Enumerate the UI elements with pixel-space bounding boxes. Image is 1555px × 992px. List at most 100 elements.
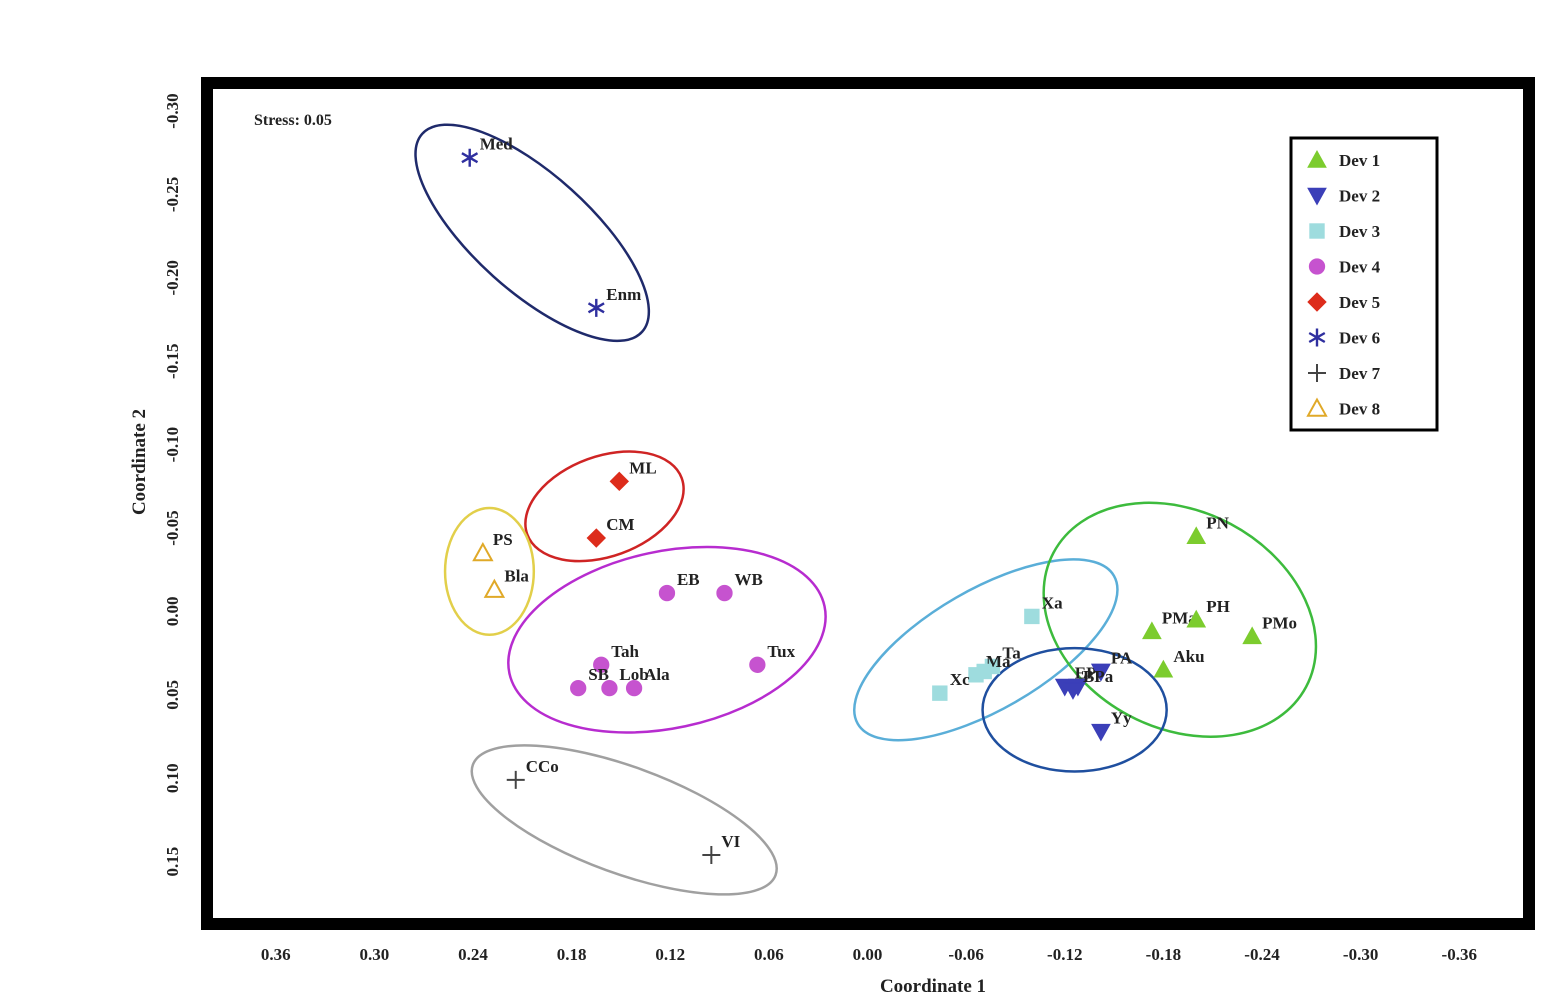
legend-label: Dev 3 [1339,222,1380,241]
legend-label: Dev 5 [1339,293,1380,312]
point-label: Enm [606,285,641,304]
point-marker [716,584,733,602]
point-marker [976,663,992,680]
legend-marker [1306,397,1328,417]
point-marker [1153,659,1174,678]
point-label: CCo [526,757,559,776]
legend-marker [1307,187,1327,206]
y-tick-label: -0.10 [163,427,182,462]
point-label: CM [606,515,634,534]
point-label: Ma [986,652,1011,671]
x-tick-label: 0.24 [458,945,488,964]
cluster-ellipse [507,545,827,734]
point-marker [506,770,525,789]
x-tick-label: 0.30 [360,945,390,964]
x-tick-label: 0.12 [655,945,685,964]
x-tick-label: -0.18 [1146,945,1181,964]
point-marker [472,541,494,562]
cluster-ellipse [853,558,1119,742]
legend-marker [1308,258,1326,275]
point-label: PA [1111,648,1133,667]
point-label: Tah [611,642,639,661]
y-tick-label: -0.15 [163,344,182,379]
cluster-ellipse [414,123,651,343]
point-marker [1186,609,1207,628]
x-tick-label: 0.36 [261,945,291,964]
point-label: EB [677,570,700,589]
y-tick-label: -0.30 [163,93,182,128]
y-tick-label: 0.15 [163,847,182,877]
legend-label: Dev 1 [1339,151,1380,170]
point-label: Aku [1173,647,1204,666]
point-marker [702,845,721,864]
legend-box [1289,136,1439,432]
x-tick-label: -0.36 [1442,945,1477,964]
legend-marker [1308,328,1326,347]
legend-marker [1308,364,1326,382]
x-axis-ticks: 0.36 0.30 0.24 0.18 0.12 0.06 0.00 -0.06 -0.12 -0… [261,945,1477,964]
point-marker [570,679,587,697]
point-label: PMa [1162,608,1197,627]
point-marker [1142,621,1162,640]
legend-label: Dev 6 [1339,329,1380,348]
point-label: WB [734,570,762,589]
point-label: Med [480,135,514,154]
point-marker [1063,682,1083,700]
point-marker [593,656,610,673]
point-label: Ta [1002,643,1021,662]
point-marker [587,298,605,317]
x-tick-label: 0.06 [754,945,784,964]
point-marker [749,656,766,673]
x-tick-label: -0.06 [948,945,983,964]
cluster-ellipses [414,123,1318,896]
cluster-ellipse [443,506,536,637]
legend-label: Dev 4 [1339,258,1381,277]
point-label: EP [1075,663,1097,682]
legend: Dev 1 Dev 2 Dev 3 Dev 4 Dev 5 Dev 6 Dev 7 Dev 8 [1289,136,1439,432]
point-marker [483,578,506,598]
x-tick-label: 0.00 [853,945,883,964]
point-marker [658,584,676,602]
point-marker [461,148,479,167]
point-marker [609,471,630,492]
point-label: PS [493,530,513,549]
point-label: Xc [950,670,970,689]
point-marker [625,679,643,697]
point-label: Bla [504,567,529,586]
x-tick-label: 0.18 [557,945,587,964]
x-tick-label: -0.24 [1244,945,1280,964]
point-label: PH [1206,597,1230,616]
point-label: BPa [1083,667,1114,686]
cluster-ellipse [1042,501,1318,738]
point-label: PMo [1262,613,1297,632]
x-axis-title: Coordinate 1 [880,976,986,992]
y-tick-label: 0.05 [163,680,182,710]
y-tick-label: -0.25 [163,177,182,212]
point-marker [1091,723,1111,742]
x-tick-label: -0.12 [1047,945,1082,964]
point-label: Xa [1042,593,1063,612]
stress-annotation: Stress: 0.05 [254,112,332,129]
point-marker [1024,608,1040,625]
legend-marker [1307,149,1327,168]
point-label: Yy [1111,709,1132,728]
legend-marker [1307,292,1327,312]
point-marker [1091,663,1111,682]
cluster-ellipse [524,450,685,563]
cluster-ellipse [981,646,1168,773]
point-marker [932,685,948,701]
y-tick-label: -0.20 [163,260,182,295]
x-tick-label: -0.30 [1343,945,1378,964]
legend-label: Dev 8 [1339,400,1380,419]
y-axis-ticks: -0.30 -0.25 -0.20 -0.15 -0.10 -0.05 0.00 0.05 0.… [163,93,182,876]
point-label: Lob [619,665,648,684]
point-marker [586,528,606,548]
y-tick-label: -0.05 [163,510,182,545]
point-label: PN [1206,513,1229,532]
point-label: VI [721,832,740,851]
point-label: SB [588,665,609,684]
point-label: Tux [767,642,795,661]
point-marker [601,679,618,697]
point-label: Ala [644,665,670,684]
